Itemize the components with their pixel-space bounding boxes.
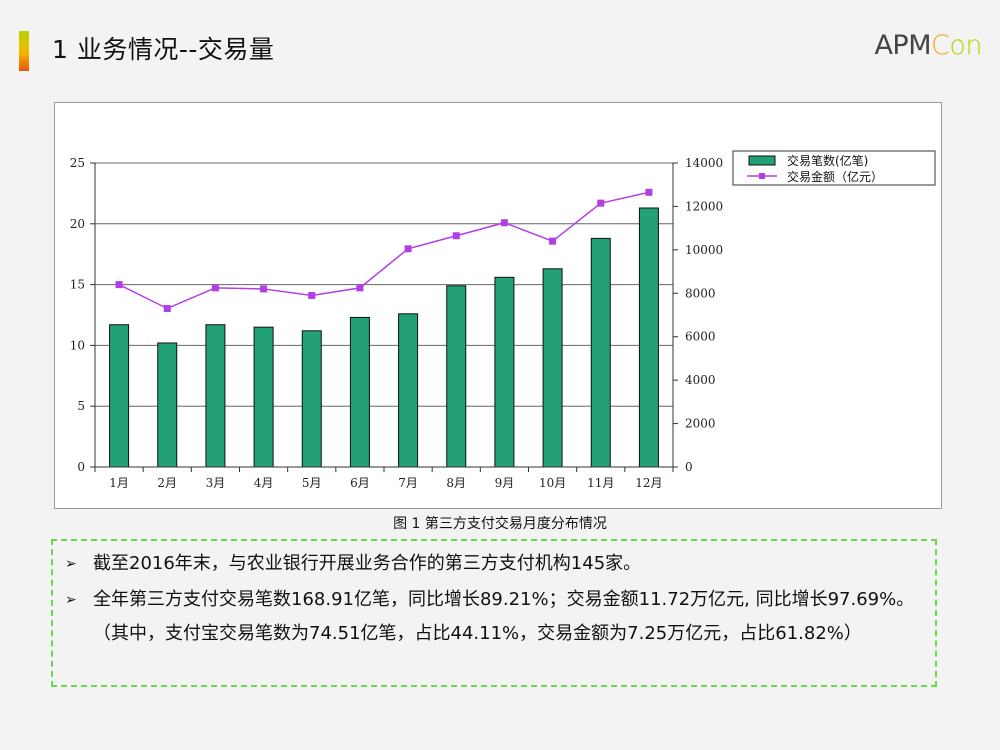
right-axis-tick-label: 12000: [685, 199, 723, 213]
x-axis-tick-label: 12月: [635, 476, 662, 490]
legend-label: 交易笔数(亿笔): [787, 153, 868, 168]
line-point: [211, 284, 219, 292]
bar: [590, 237, 611, 468]
line-point: [115, 281, 123, 289]
bar: [542, 268, 563, 468]
line-point: [452, 232, 460, 240]
left-axis-tick-label: 20: [70, 217, 85, 231]
left-axis-tick-label: 10: [70, 338, 85, 352]
bar: [398, 313, 419, 468]
logo-suffix-1: C: [931, 30, 950, 61]
bar: [638, 207, 659, 468]
bar: [157, 342, 178, 468]
bullet-arrow-icon: ➢: [65, 556, 77, 572]
x-axis-tick-label: 11月: [587, 476, 614, 490]
bar: [494, 276, 515, 468]
line-point: [308, 291, 316, 299]
right-axis-tick-label: 2000: [685, 417, 716, 431]
title-accent-bar: [19, 31, 29, 71]
x-axis-tick-label: 1月: [109, 476, 129, 490]
company-logo: APMCon: [874, 30, 982, 61]
line-point: [645, 188, 653, 196]
bar: [109, 324, 130, 468]
amount-line: [118, 191, 650, 310]
right-axis-tick-label: 4000: [685, 373, 716, 387]
bar: [349, 316, 370, 468]
line-point: [356, 284, 364, 292]
left-axis-tick-label: 5: [77, 399, 85, 413]
note-text: 全年第三方支付交易笔数168.91亿笔，同比增长89.21%；交易金额11.72…: [93, 589, 915, 644]
bar: [446, 285, 467, 468]
bullet-arrow-icon: ➢: [65, 592, 77, 608]
slide-title: 1 业务情况--交易量: [52, 35, 275, 64]
right-axis-tick-label: 8000: [685, 286, 716, 300]
line-point: [404, 245, 412, 253]
x-axis-tick-label: 7月: [398, 476, 418, 490]
logo-main-text: APM: [874, 30, 931, 61]
x-axis-tick-label: 9月: [495, 476, 515, 490]
x-axis-tick-label: 2月: [157, 476, 177, 490]
right-axis-tick-label: 6000: [685, 330, 716, 344]
right-axis-tick-label: 14000: [685, 156, 723, 170]
x-axis-tick-label: 10月: [539, 476, 566, 490]
left-axis-tick-label: 15: [70, 278, 85, 292]
legend-bar-swatch: [748, 155, 776, 166]
left-axis-tick-label: 0: [77, 460, 85, 474]
x-axis-tick-label: 5月: [302, 476, 322, 490]
line-point: [597, 199, 605, 207]
x-axis-tick-label: 4月: [254, 476, 274, 490]
note-text: 截至2016年末，与农业银行开展业务合作的第三方支付机构145家。: [93, 553, 642, 574]
right-axis-tick-label: 10000: [685, 243, 723, 257]
chart-caption: 图 1 第三方支付交易月度分布情况: [393, 516, 607, 532]
legend-box: [732, 150, 936, 186]
notes-box: ➢ 截至2016年末，与农业银行开展业务合作的第三方支付机构145家。 ➢ 全年…: [51, 539, 937, 687]
line-point: [260, 285, 268, 293]
monthly-transaction-chart: 0 5 10 15 20 25 0 2000 4000 6000 8000 10000 12000 140…: [70, 150, 936, 490]
bar: [301, 330, 322, 468]
x-axis-tick-label: 6月: [350, 476, 370, 490]
line-point: [549, 237, 557, 245]
x-axis-tick-label: 8月: [446, 476, 466, 490]
line-point: [163, 304, 171, 312]
right-axis-tick-label: 0: [685, 460, 693, 474]
logo-suffix-2: on: [949, 30, 982, 61]
legend-label: 交易金额（亿元）: [787, 169, 883, 184]
bar: [205, 324, 226, 468]
x-axis-tick-label: 3月: [206, 476, 226, 490]
left-axis-tick-label: 25: [70, 156, 85, 170]
legend-line-marker: [759, 173, 765, 179]
chart-panel: 0 5 10 15 20 25 0 2000 4000 6000 8000 10000 12000 140…: [54, 102, 942, 509]
bar: [253, 326, 274, 468]
line-point: [500, 219, 508, 227]
